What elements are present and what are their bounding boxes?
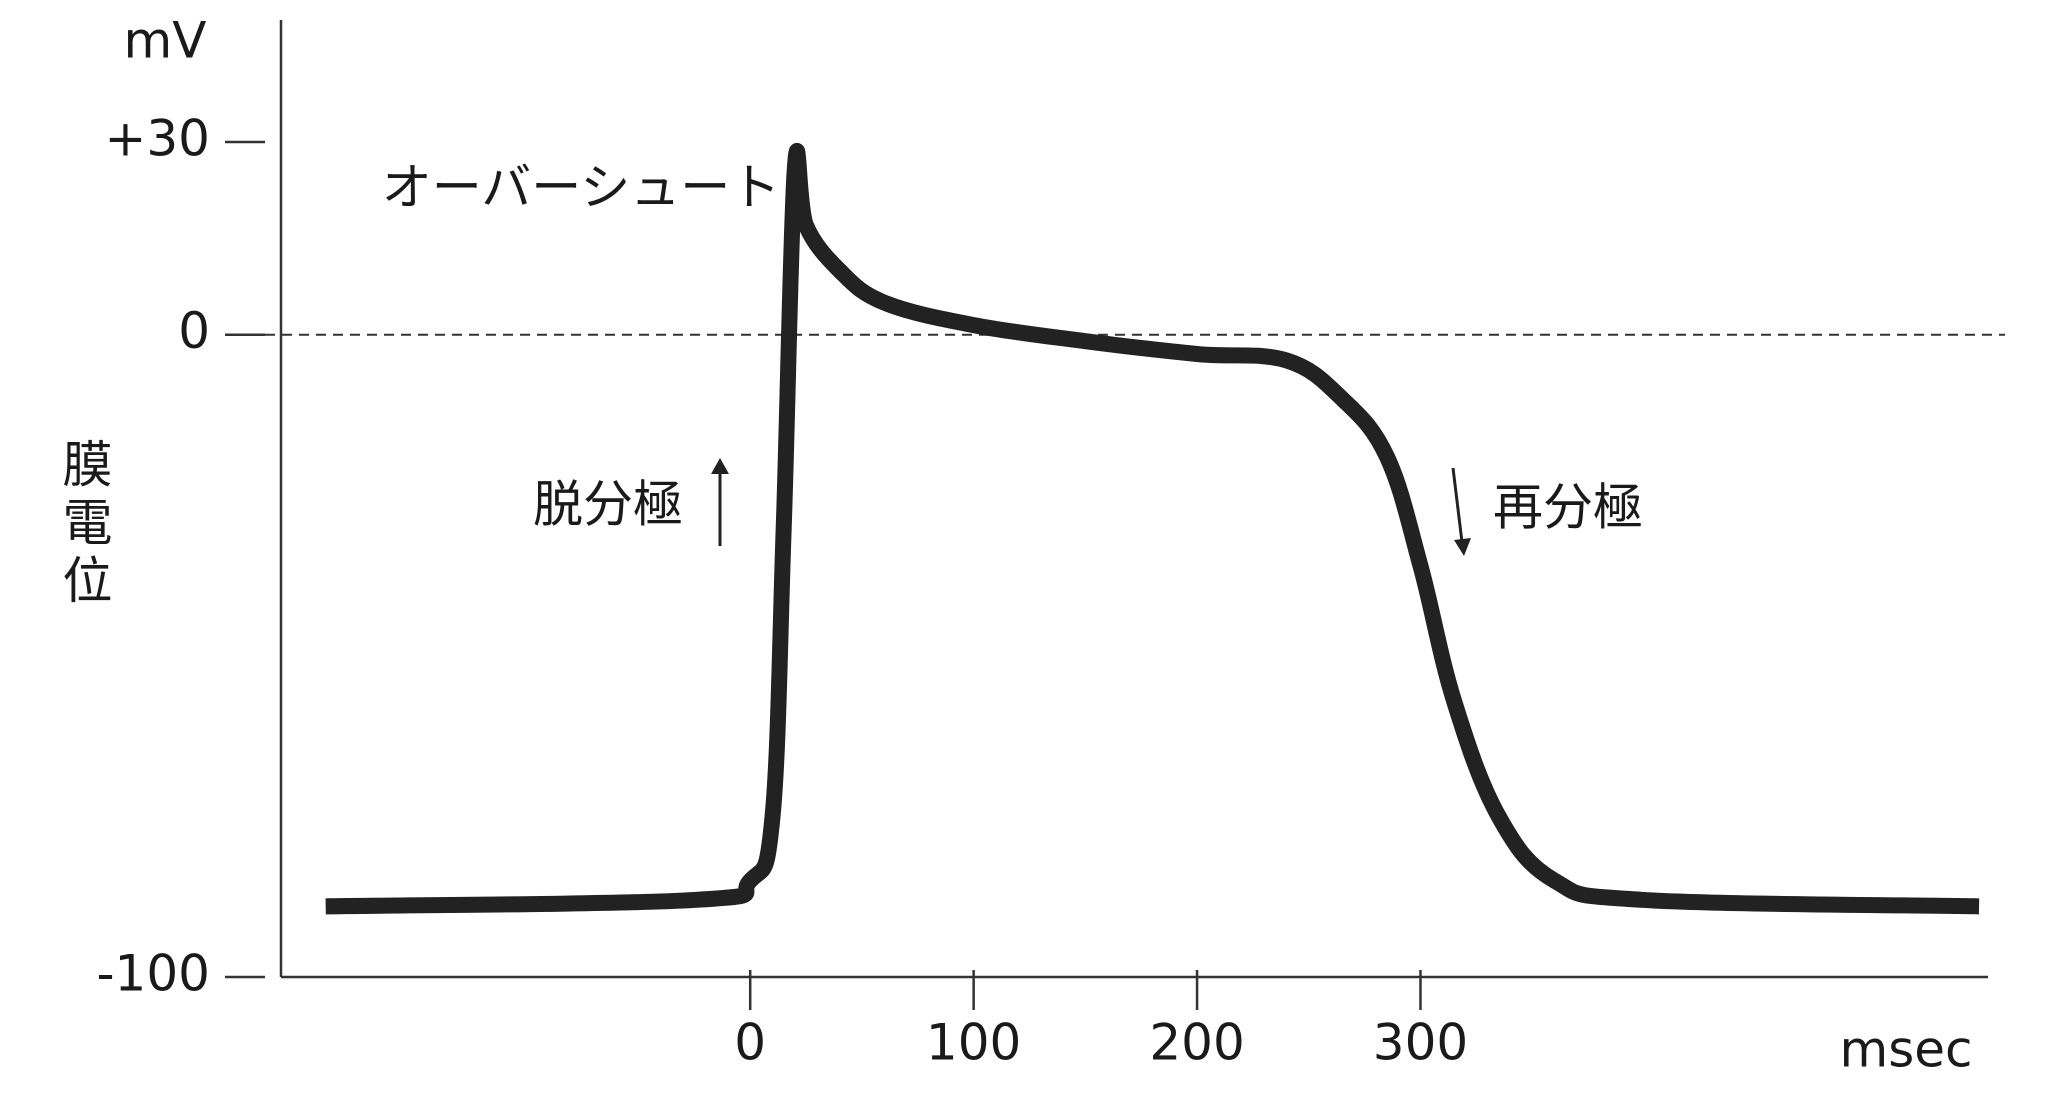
x-tick-label: 100 bbox=[926, 1014, 1021, 1072]
annotation: 脱分極 bbox=[533, 476, 683, 534]
arrow-down bbox=[1451, 467, 1471, 556]
y-tick-label: -100 bbox=[97, 945, 210, 1003]
arrow-up bbox=[711, 458, 729, 546]
x-unit: msec bbox=[1839, 1021, 1972, 1079]
action-potential-line bbox=[325, 143, 1980, 915]
y-unit: mV bbox=[124, 12, 207, 70]
x-tick-label: 0 bbox=[734, 1014, 766, 1072]
x-tick-label: 300 bbox=[1373, 1014, 1468, 1072]
x-tick-label: 200 bbox=[1149, 1014, 1244, 1072]
y-tick-label: +30 bbox=[104, 110, 210, 168]
annotation: オーバーシュート bbox=[382, 159, 781, 217]
y-tick-label: 0 bbox=[178, 302, 210, 360]
annotation: 再分極 bbox=[1493, 479, 1643, 537]
y-axis-title: 膜電位 bbox=[55, 438, 113, 612]
